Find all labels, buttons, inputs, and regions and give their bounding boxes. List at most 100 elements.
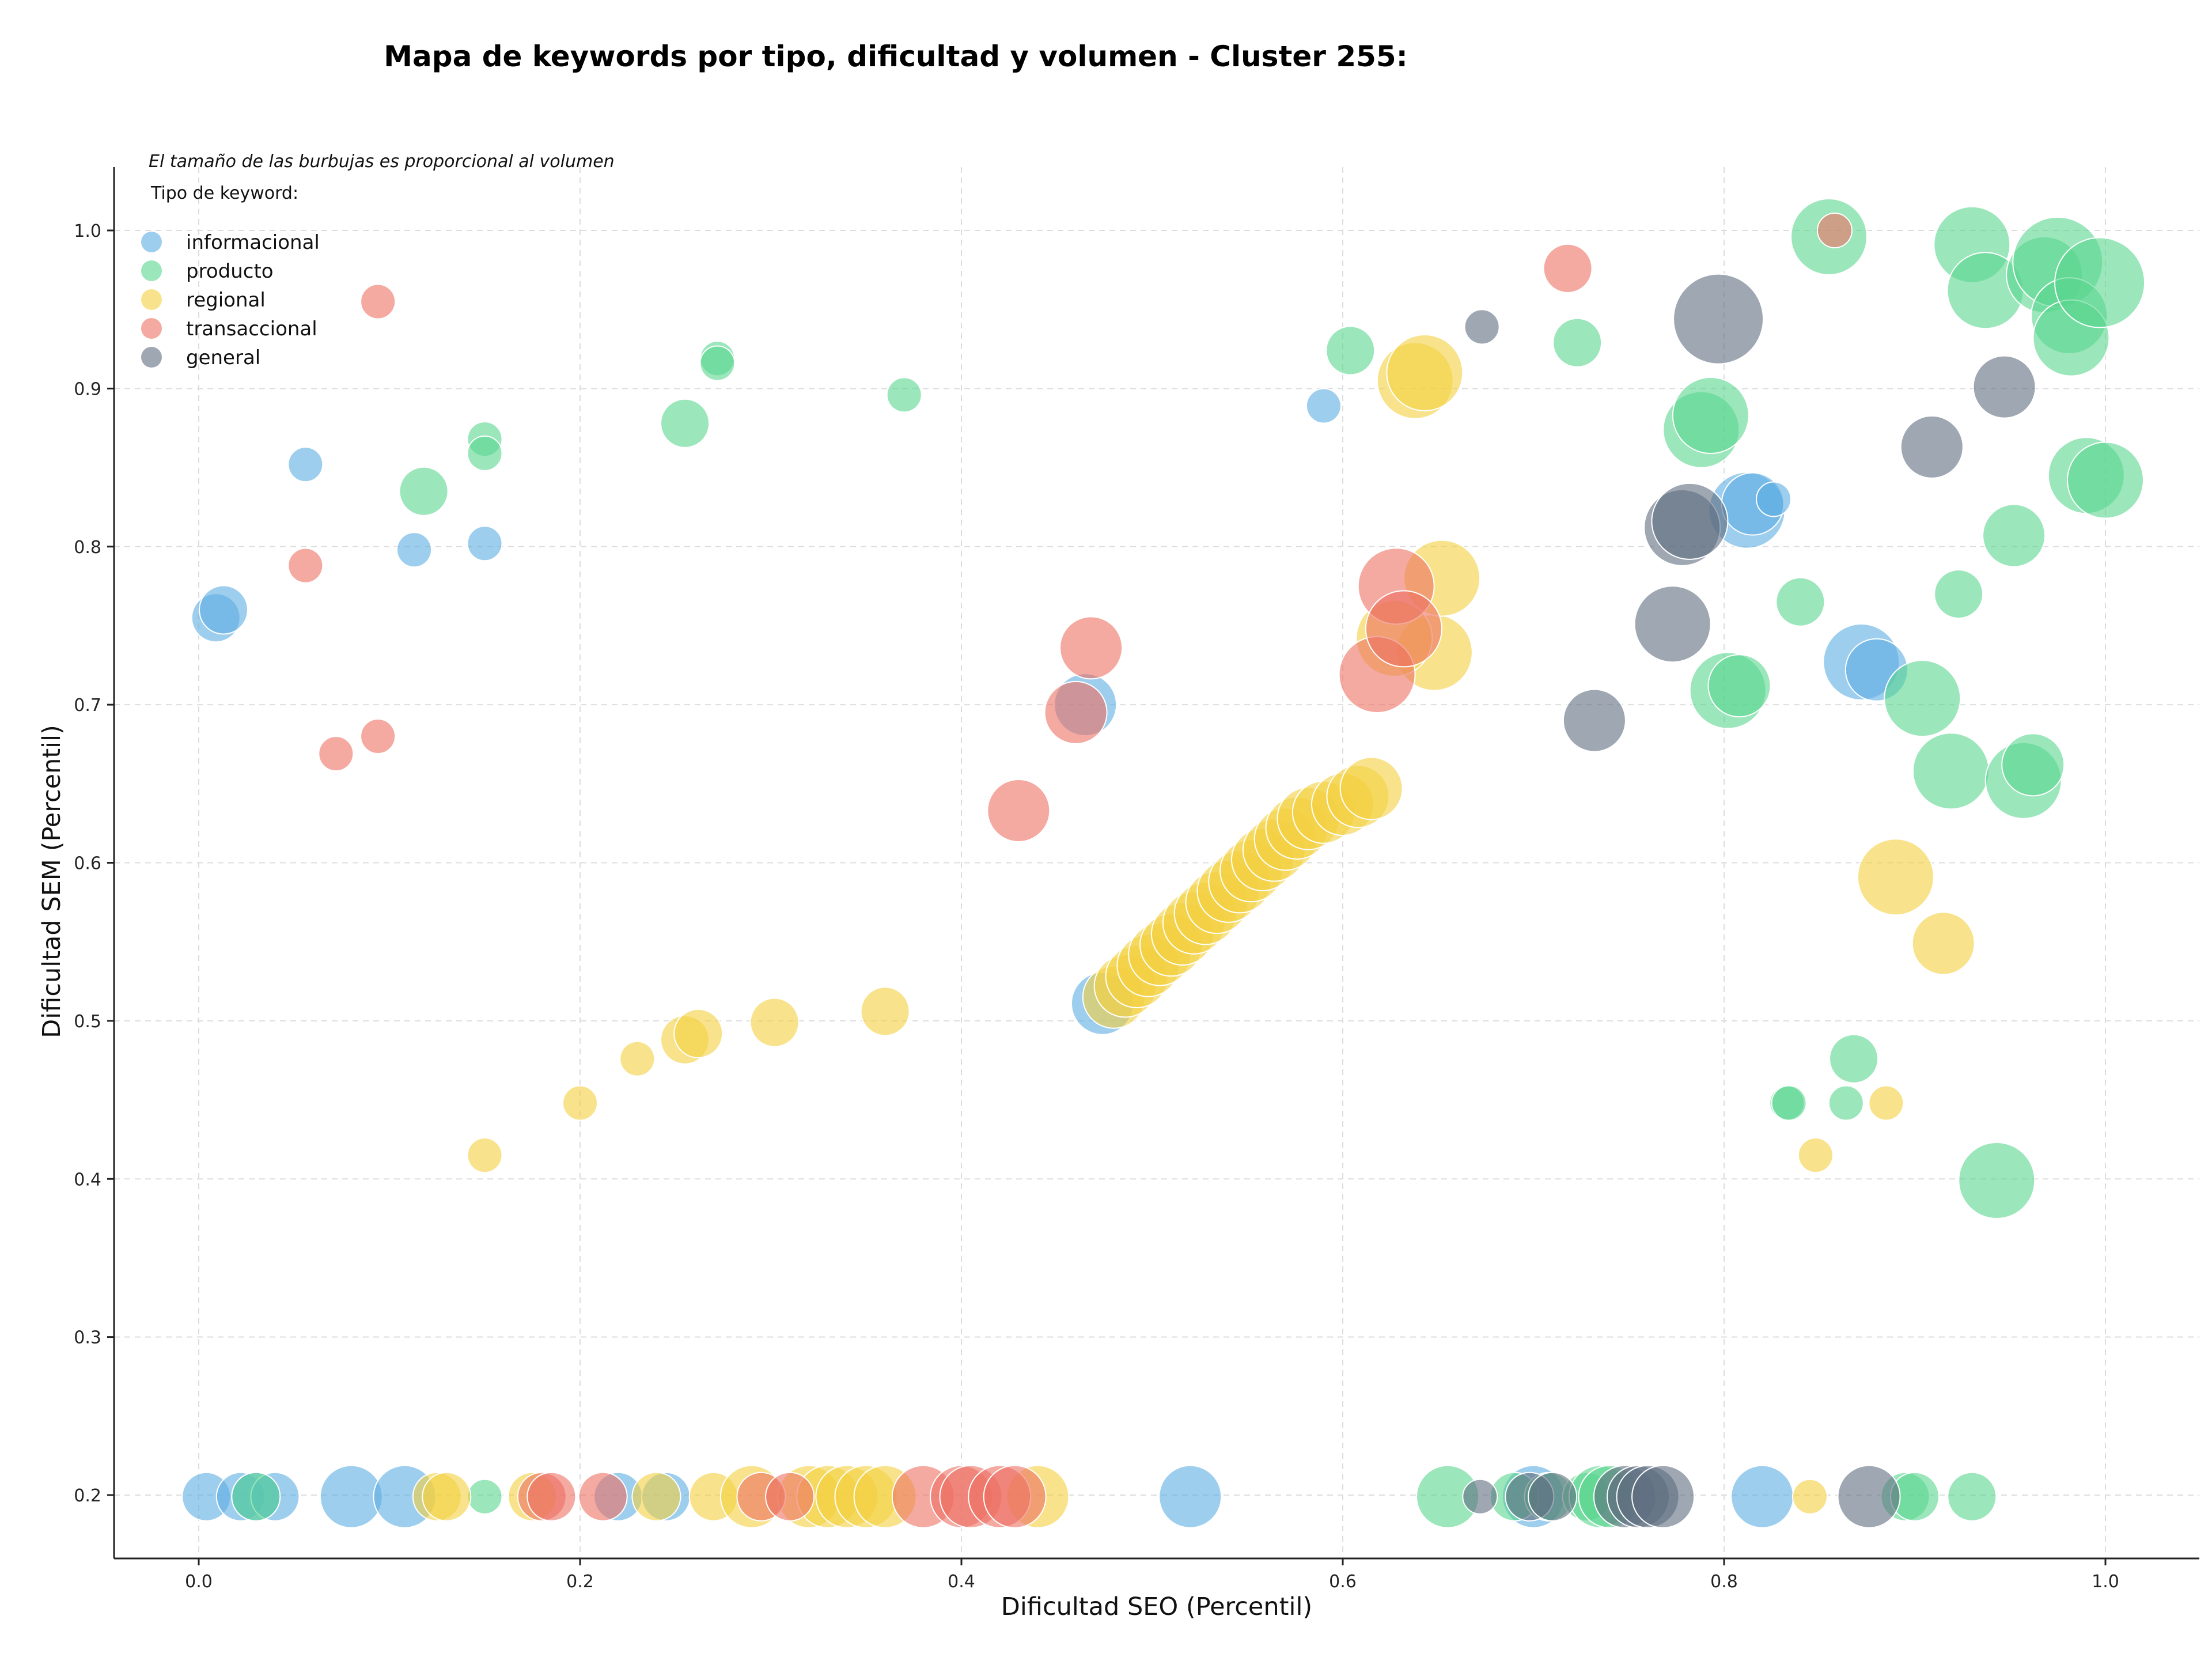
- bubble-size-note: El tamaño de las burbujas es proporciona…: [149, 152, 615, 172]
- x-tick-label: 0.6: [1329, 1572, 1357, 1592]
- bubble-regional: [619, 1041, 656, 1077]
- bubble-informacional: [1756, 481, 1792, 517]
- bubble-transaccional: [1816, 213, 1853, 248]
- x-tick-label: 0.0: [185, 1572, 213, 1592]
- axes: 0.0 0.2 0.4 0.6 0.8 1.0 0.2 0.3 0.4 0.5 0.6 0.7 0.8 0…: [74, 167, 2199, 1592]
- bubble-regional: [1386, 334, 1464, 411]
- bubble-producto: [1828, 1085, 1864, 1121]
- legend-marker-general: [141, 347, 162, 368]
- bubble-regional: [467, 1137, 503, 1174]
- bubble-informacional: [287, 447, 324, 483]
- bubble-general: [1651, 482, 1729, 560]
- y-tick-label: 0.5: [74, 1012, 101, 1032]
- bubble-producto: [231, 1471, 281, 1522]
- bubble-transaccional: [360, 718, 396, 754]
- bubble-regional: [673, 1008, 724, 1058]
- bubble-producto: [2054, 237, 2146, 328]
- bubble-producto: [1775, 577, 1825, 627]
- x-tick-label: 1.0: [2092, 1572, 2119, 1592]
- y-tick-label: 1.0: [74, 221, 101, 241]
- bubble-regional: [631, 1471, 681, 1522]
- legend: Tipo de keyword: informacional producto re…: [141, 183, 320, 369]
- bubble-general: [1528, 1471, 1578, 1522]
- bubble-producto: [1884, 660, 1961, 737]
- bubble-regional: [562, 1085, 598, 1121]
- bubble-producto: [1552, 317, 1603, 368]
- bubble-transaccional: [1059, 616, 1123, 680]
- bubble-general: [1673, 273, 1764, 365]
- bubble-regional: [1857, 838, 1934, 916]
- y-tick-label: 0.6: [74, 854, 101, 874]
- bubble-transaccional: [318, 736, 354, 772]
- bubble-general: [1631, 1465, 1695, 1528]
- bubble-transaccional: [360, 283, 396, 320]
- bubble-general: [1972, 355, 2036, 419]
- bubble-producto: [2067, 441, 2144, 519]
- bubble-transaccional: [1543, 243, 1593, 293]
- bubble-transaccional: [578, 1471, 628, 1522]
- bubble-producto: [1771, 1085, 1807, 1121]
- legend-title: Tipo de keyword:: [150, 183, 298, 203]
- legend-label-transaccional: transaccional: [186, 317, 317, 340]
- bubble-producto: [467, 435, 503, 471]
- y-tick-label: 0.2: [74, 1486, 101, 1506]
- bubble-general: [1562, 688, 1626, 752]
- x-tick-label: 0.2: [566, 1572, 594, 1592]
- legend-marker-producto: [141, 260, 162, 281]
- y-tick-label: 0.4: [74, 1170, 101, 1190]
- bubble-regional: [422, 1471, 472, 1522]
- legend-label-regional: regional: [186, 289, 266, 312]
- bubble-producto: [467, 1478, 503, 1515]
- bubble-transaccional: [1365, 590, 1442, 668]
- x-axis-label: Dificultad SEO (Percentil): [1001, 1592, 1312, 1621]
- legend-label-producto: producto: [186, 260, 274, 283]
- bubble-general: [1837, 1465, 1901, 1528]
- legend-label-general: general: [186, 346, 260, 369]
- y-axis-label: Dificultad SEM (Percentil): [37, 725, 66, 1038]
- bubble-producto: [2001, 733, 2065, 797]
- bubble-producto: [660, 398, 710, 448]
- bubble-regional: [1868, 1085, 1904, 1121]
- x-tick-label: 0.4: [948, 1572, 975, 1592]
- bubble-producto: [1672, 377, 1749, 455]
- bubble-regional: [1797, 1137, 1834, 1174]
- bubble-producto: [1934, 569, 1984, 619]
- bubble-transaccional: [987, 778, 1051, 842]
- bubble-producto: [1707, 654, 1771, 718]
- bubble-producto: [886, 377, 922, 413]
- y-tick-label: 0.8: [74, 538, 101, 558]
- bubble-transaccional: [983, 1465, 1047, 1528]
- bubbles: [181, 198, 2146, 1528]
- bubble-transaccional: [287, 547, 324, 584]
- bubble-regional: [1791, 1478, 1828, 1515]
- bubble-producto: [1947, 1471, 1997, 1522]
- chart-title: Mapa de keywords por tipo, dificultad y …: [384, 40, 1407, 73]
- bubble-producto: [1912, 732, 1990, 810]
- bubble-regional: [1339, 756, 1403, 820]
- bubble-transaccional: [765, 1471, 815, 1522]
- bubble-informacional: [396, 532, 433, 568]
- bubble-producto: [1958, 1141, 2036, 1219]
- x-tick-label: 0.8: [1710, 1572, 1738, 1592]
- bubble-informacional: [1158, 1465, 1222, 1528]
- bubble-general: [1900, 415, 1964, 479]
- bubble-producto: [1325, 326, 1376, 376]
- bubble-transaccional: [1044, 680, 1108, 744]
- bubble-informacional: [199, 585, 249, 635]
- bubble-producto: [399, 466, 449, 516]
- legend-marker-informacional: [141, 232, 162, 252]
- bubble-producto: [1829, 1034, 1879, 1084]
- y-tick-label: 0.9: [74, 379, 101, 399]
- legend-marker-regional: [141, 289, 162, 310]
- legend-label-informacional: informacional: [186, 231, 320, 254]
- bubble-producto: [699, 345, 736, 381]
- bubble-transaccional: [527, 1471, 577, 1522]
- bubble-informacional: [467, 525, 503, 562]
- bubble-informacional: [1730, 1465, 1794, 1528]
- bubble-general: [1464, 309, 1500, 345]
- bubble-regional: [1911, 911, 1975, 975]
- bubble-general: [1634, 585, 1711, 663]
- bubble-regional: [749, 997, 800, 1047]
- bubble-producto: [1982, 504, 2046, 567]
